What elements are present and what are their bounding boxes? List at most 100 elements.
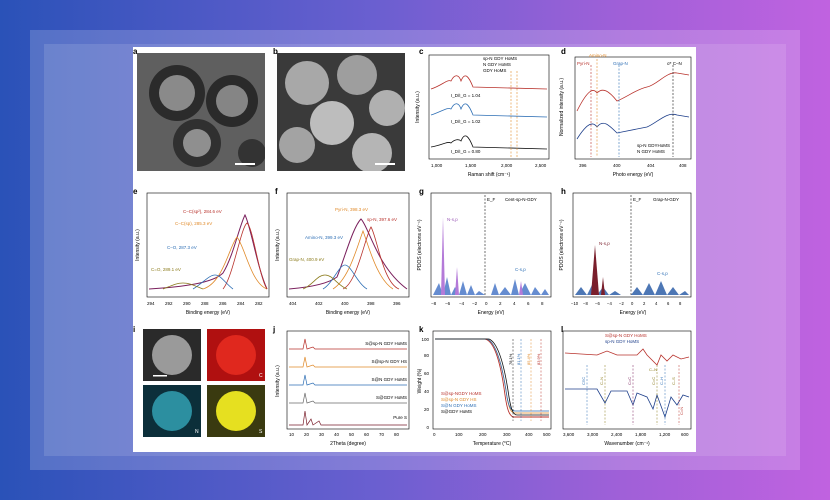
f-peak-1: sp-N, 397.6 eV <box>367 217 397 222</box>
l-xlabel: Wavenumber (cm⁻¹) <box>604 441 650 447</box>
c-tick-2: 2,000 <box>501 163 513 168</box>
e-peak-2: C–O, 287.3 eV <box>167 245 197 250</box>
g-tick-6: 4 <box>513 301 516 306</box>
g-tick-0: −8 <box>431 301 437 306</box>
panel-label-d: d <box>561 47 566 56</box>
e-tick-3: 288 <box>201 301 209 306</box>
pdos-grap-chart: PDOS (electrons eV⁻¹) E_F Grap-N-GDY N-s… <box>559 192 692 316</box>
d-tick-3: 408 <box>679 163 687 168</box>
k-legend-3: S@GDY HoMS <box>441 409 472 414</box>
k-legend-2: S@N GDY HoMS <box>441 403 477 408</box>
e-xlabel: Binding energy (eV) <box>186 310 231 316</box>
j-tick-3: 40 <box>334 432 340 437</box>
h-tick-8: 6 <box>667 301 670 306</box>
l-tick-3: 1,800 <box>635 432 647 437</box>
h-title: Grap-N-GDY <box>653 197 679 202</box>
panel-label-e: e <box>133 187 138 196</box>
h-tick-5: 0 <box>631 301 634 306</box>
panel-label-h: h <box>561 187 566 196</box>
panel-label-c: c <box>419 47 424 56</box>
k-pct-2: 85.4% <box>526 353 531 365</box>
d-tick-0: 396 <box>579 163 587 168</box>
xps-n1s-chart: Intensity (a.u.) Pyri-N, 398.3 eV sp-N, … <box>275 192 410 316</box>
figure-sheet: a b c Intensity (a.u.) sp-N GDY HoMS N G… <box>133 47 696 452</box>
h-tick-6: 2 <box>643 301 646 306</box>
j-series-3: S@GDY HoMS <box>376 395 407 400</box>
g-title: Cent-sp-N-GDY <box>505 197 537 202</box>
pdos-cent-chart: PDOS (electrons eV⁻¹) E_F Cent-sp-N-GDY … <box>417 192 552 316</box>
e-tick-5: 284 <box>237 301 245 306</box>
g-tick-5: 2 <box>499 301 502 306</box>
l-label-0: C≡C <box>581 377 586 385</box>
k-xtick-1: 100 <box>455 432 463 437</box>
nexafs-chart: Normalized intensity (a.u.) Amino-N Pyri… <box>559 53 692 178</box>
k-xtick-4: 400 <box>525 432 533 437</box>
h-xlabel: Energy (eV) <box>620 310 647 316</box>
g-label-n: N-s,p <box>447 217 458 222</box>
l-label-3: C–N <box>649 367 657 372</box>
d-tick-2: 404 <box>647 163 655 168</box>
k-pct-3: 83.9% <box>536 353 541 365</box>
l-label-6: C–S <box>671 377 676 385</box>
panel-label-l: l <box>561 325 564 334</box>
panel-label-b: b <box>273 47 278 56</box>
k-xtick-5: 500 <box>543 432 551 437</box>
d-peak-pyri: Pyri-N <box>577 61 590 66</box>
l-label-1: C–N <box>599 377 604 385</box>
k-ytick-5: 100 <box>421 337 429 342</box>
h-label-n: N-s,p <box>599 241 610 246</box>
f-peak-3: Grap-N, 400.9 eV <box>289 257 324 262</box>
d-peak-amino: Amino-N <box>589 53 607 58</box>
g-ef: E_F <box>487 197 496 202</box>
g-tick-8: 8 <box>541 301 544 306</box>
tem-image <box>137 53 265 171</box>
e-tick-1: 292 <box>165 301 173 306</box>
k-xlabel: Temperature (°C) <box>473 441 512 447</box>
raman-chart: Intensity (a.u.) sp-N GDY HoMS N GDY HoM… <box>415 54 550 178</box>
c-tick-1: 1,500 <box>465 163 477 168</box>
e-ylabel: Intensity (a.u.) <box>135 229 141 261</box>
c-tick-3: 2,500 <box>535 163 547 168</box>
k-xtick-0: 0 <box>433 432 436 437</box>
l-label-5: C–H <box>659 377 664 385</box>
j-tick-7: 80 <box>394 432 400 437</box>
j-tick-4: 50 <box>349 432 355 437</box>
f-peak-2: Amino-N, 399.3 eV <box>305 235 343 240</box>
e-tick-2: 290 <box>183 301 191 306</box>
c-ratio-1: I_D/I_G = 1.02 <box>451 119 481 124</box>
j-ylabel: Intensity (a.u.) <box>275 365 281 397</box>
g-tick-7: 6 <box>527 301 530 306</box>
f-tick-1: 402 <box>315 301 323 306</box>
g-xlabel: Energy (eV) <box>478 310 505 316</box>
l-label-4: C=C <box>651 377 656 385</box>
k-pct-0: 78.1% <box>508 353 513 365</box>
l-tick-5: 600 <box>681 432 689 437</box>
c-ratio-2: I_D/I_G = 0.80 <box>451 149 481 154</box>
g-tick-1: −6 <box>445 301 451 306</box>
j-xlabel: 2Theta (degree) <box>330 441 366 447</box>
ftir-chart: S@sp-N GDY HoMS sp-N GDY HoMS C≡C C–N C=… <box>562 330 692 447</box>
d-legend-0: sp-N GDYHoMS <box>637 143 670 148</box>
j-series-2: S@N GDY HoMS <box>372 377 408 382</box>
l-tick-0: 3,600 <box>563 432 575 437</box>
panel-label-k: k <box>419 325 424 334</box>
panel-label-a: a <box>133 47 138 56</box>
f-tick-3: 398 <box>367 301 375 306</box>
h-tick-9: 8 <box>679 301 682 306</box>
j-series-0: S@sp-N GDY HoMS <box>365 341 407 346</box>
e-tick-4: 286 <box>219 301 227 306</box>
h-tick-7: 4 <box>655 301 658 306</box>
g-tick-2: −4 <box>459 301 465 306</box>
f-tick-2: 400 <box>341 301 349 306</box>
g-label-c: C-s,p <box>515 267 526 272</box>
c-legend-0: sp-N GDY HoMS <box>483 56 517 61</box>
i-label-c: C <box>259 373 263 379</box>
e-peak-1: C–C(sp), 285.3 eV <box>175 221 212 226</box>
d-peak-sigma: σ* C–N <box>667 61 682 66</box>
sem-image <box>277 53 405 171</box>
h-label-c: C-s,p <box>657 271 668 276</box>
k-xtick-3: 300 <box>503 432 511 437</box>
xps-c1s-chart: Intensity (a.u.) C–C(sp²), 284.6 eV C–C(… <box>135 192 270 316</box>
k-pct-1: 81.1% <box>516 353 521 365</box>
k-xtick-2: 200 <box>479 432 487 437</box>
